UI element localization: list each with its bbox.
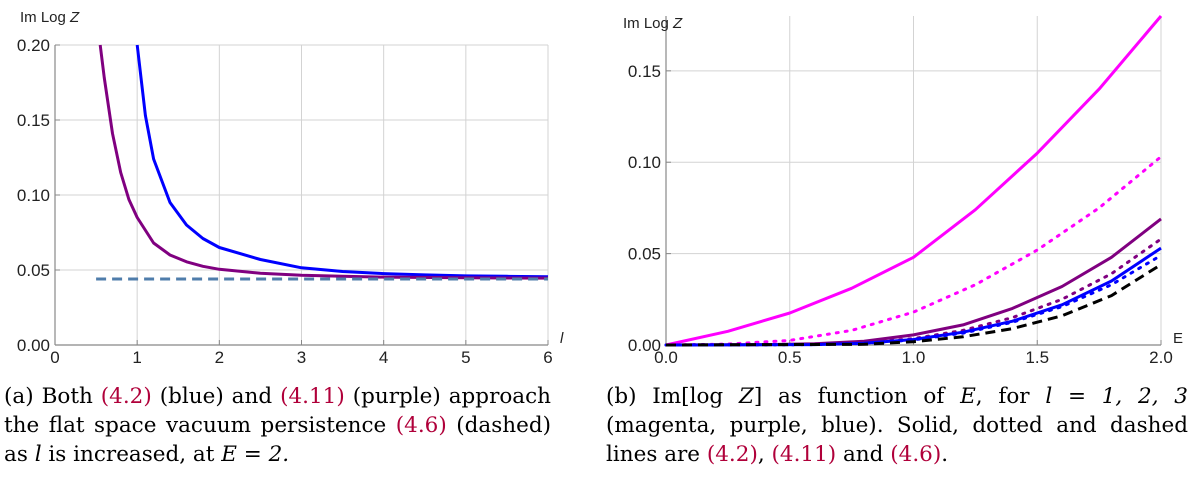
chart-a-xtick-label-1: 1: [132, 348, 141, 367]
caption-a-ref-1[interactable]: (4.2): [100, 384, 152, 409]
chart-a-xtick-label-4: 4: [379, 348, 388, 367]
chart-a-ytick-label-2: 0.10: [17, 186, 50, 205]
chart-a-ytick-label-1: 0.05: [17, 261, 50, 280]
caption-a-ref-3[interactable]: (4.6): [395, 413, 447, 438]
chart-a-series-0-line: [135, 44, 549, 279]
caption-b-ref-2[interactable]: (4.11): [771, 442, 837, 467]
caption-a-text-4: (dashed) as: [4, 413, 551, 467]
chart-b-xtick-label-4: 2.0: [1149, 348, 1173, 367]
caption-b-text-3: , for: [975, 384, 1046, 409]
caption-b-text-4: (magenta, purple, blue). Solid, dotted a…: [606, 413, 1188, 467]
chart-b-ylabel-var: Z: [672, 15, 683, 32]
chart-a-ytick-label-3: 0.15: [17, 111, 50, 130]
chart-a-xtick-label-2: 2: [215, 348, 224, 367]
caption-a-text-1: (a) Both: [4, 384, 101, 409]
chart-b-xtick-label-2: 1.0: [902, 348, 926, 367]
chart-b-ytick-label-3: 0.15: [628, 62, 661, 81]
caption-b-eq: l = 1, 2, 3: [1045, 384, 1188, 409]
chart-a-ylabel: Im Log Z: [20, 9, 80, 26]
chart-a-xtick-label-5: 5: [461, 348, 470, 367]
caption-a-text-3: (purple) approach the flat space vacuum …: [4, 384, 551, 438]
chart-a-series-1-line: [98, 44, 549, 280]
chart-b-xtick-label-3: 1.5: [1025, 348, 1049, 367]
chart-a-xtick-label-3: 3: [297, 348, 306, 367]
caption-b: (b) Im[log Z] as function of E, for l = …: [606, 382, 1188, 469]
chart-b-ytick-label-2: 0.10: [628, 153, 661, 172]
caption-b-text-7: .: [941, 442, 949, 467]
caption-b-text-6: and: [836, 442, 891, 467]
chart-b-series-1-line: [664, 155, 1163, 347]
caption-a-text-5: is increased, at: [41, 442, 222, 467]
chart-a-ytick-label-0: 0.00: [17, 336, 50, 355]
caption-b-e: E: [960, 384, 976, 409]
caption-b-text-1: (b) Im[log: [606, 384, 739, 409]
chart-a-ylabel-var: Z: [69, 9, 80, 26]
caption-b-text-5: ,: [757, 442, 772, 467]
chart-a-xtick-label-6: 6: [543, 348, 552, 367]
caption-b-text-2: ] as function of: [753, 384, 961, 409]
chart-b-ytick-label-0: 0.00: [628, 336, 661, 355]
chart-b-ytick-label-1: 0.05: [628, 245, 661, 264]
chart-a-xtick-label-0: 0: [50, 348, 59, 367]
chart-b-series-6-line: [665, 263, 1162, 347]
chart-b-xtick-label-1: 0.5: [778, 348, 802, 367]
chart-a-ytick-label-4: 0.20: [17, 36, 50, 55]
caption-a-ref-2[interactable]: (4.11): [280, 384, 345, 409]
caption-a: (a) Both (4.2) (blue) and (4.11) (purple…: [4, 382, 551, 469]
chart-b-xtick-label-0: 0.0: [654, 348, 678, 367]
caption-b-z: Z: [738, 384, 754, 409]
caption-a-text-2: (blue) and: [151, 384, 281, 409]
caption-b-ref-3[interactable]: (4.6): [890, 442, 942, 467]
chart-b-series-0-line: [665, 15, 1163, 347]
chart-b-ylabel: Im Log Z: [623, 15, 683, 32]
chart-b-xlabel: E: [1173, 330, 1183, 347]
caption-a-var: l: [34, 442, 42, 467]
caption-b-ref-1[interactable]: (4.2): [706, 442, 758, 467]
chart-a-xlabel: l: [560, 330, 564, 347]
caption-a-eq: E = 2.: [221, 442, 290, 467]
